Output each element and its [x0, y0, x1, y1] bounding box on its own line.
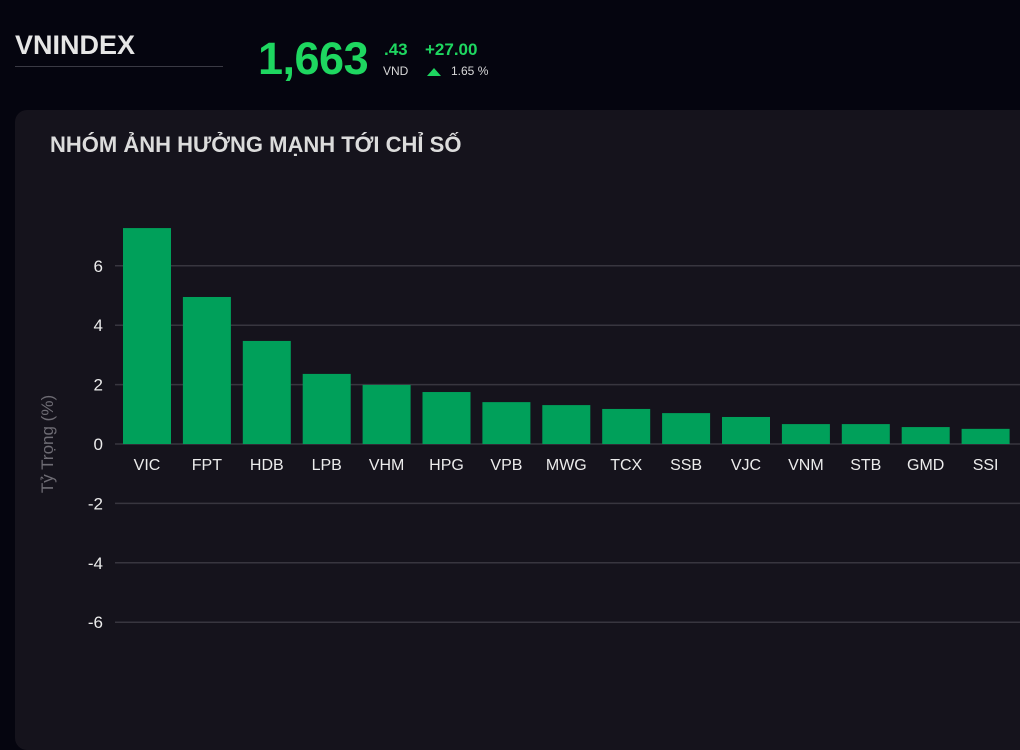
trend-up-icon	[427, 68, 441, 76]
y-tick-label: -2	[88, 494, 103, 513]
x-tick-label: VJC	[731, 457, 761, 474]
bar-fpt[interactable]	[182, 296, 231, 444]
x-tick-label: SSB	[670, 457, 702, 474]
bar-tcx[interactable]	[602, 408, 651, 444]
bar-hpg[interactable]	[422, 392, 471, 444]
y-tick-label: -4	[88, 554, 103, 573]
bar-hdb[interactable]	[242, 340, 291, 444]
x-tick-label: VNM	[788, 457, 824, 474]
y-tick-label: -6	[88, 613, 103, 632]
x-tick-label: GMD	[907, 457, 944, 474]
index-price-decimal: .43	[384, 40, 408, 59]
x-tick-label: HDB	[250, 457, 284, 474]
x-tick-label: SSI	[973, 457, 999, 474]
index-name: VNINDEX	[15, 30, 223, 67]
bar-gmd[interactable]	[901, 427, 950, 444]
panel-title: NHÓM ẢNH HƯỞNG MẠNH TỚI CHỈ SỐ	[50, 132, 462, 157]
bar-vic[interactable]	[123, 228, 171, 444]
y-tick-label: 4	[94, 316, 103, 335]
bar-vhm[interactable]	[362, 384, 411, 444]
y-tick-label: 6	[94, 257, 103, 276]
x-tick-label: VIC	[134, 457, 161, 474]
x-tick-label: LPB	[312, 457, 342, 474]
x-tick-label: STB	[850, 457, 881, 474]
bar-lpb[interactable]	[302, 373, 351, 444]
bar-vnm[interactable]	[781, 424, 830, 444]
y-tick-label: 2	[94, 376, 103, 395]
x-tick-label: FPT	[192, 457, 222, 474]
x-tick-label: VHM	[369, 457, 405, 474]
x-tick-label: TCX	[610, 457, 642, 474]
x-tick-label: HPG	[429, 457, 464, 474]
y-axis-label: Tỷ Trọng (%)	[38, 395, 57, 493]
index-change-percent: 1.65 %	[451, 64, 489, 78]
bar-mwg[interactable]	[542, 405, 591, 444]
bar-ssi[interactable]	[961, 428, 1010, 444]
x-tick-label: MWG	[546, 457, 587, 474]
bar-vjc[interactable]	[722, 416, 770, 444]
y-tick-label: 0	[94, 435, 103, 454]
x-tick-label: VPB	[490, 457, 522, 474]
bar-stb[interactable]	[841, 424, 890, 444]
index-price: 1,663	[258, 33, 369, 84]
index-change: +27.00	[425, 40, 478, 59]
bar-vpb[interactable]	[482, 402, 531, 444]
bar-ssb[interactable]	[662, 413, 711, 444]
currency-label: VND	[383, 64, 409, 78]
